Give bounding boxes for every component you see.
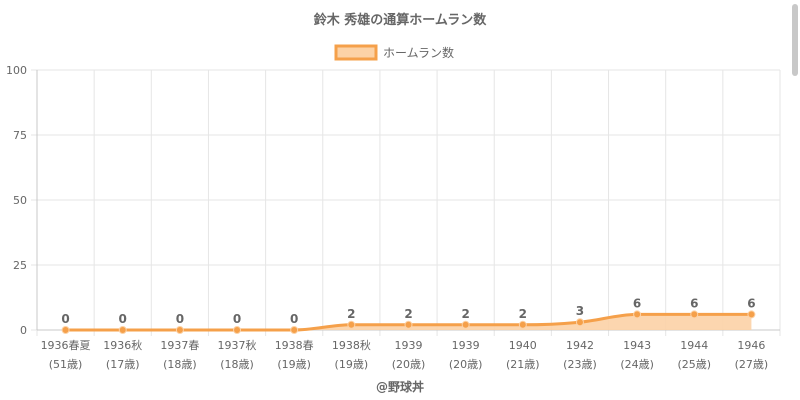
x-tick-sublabel: (23歳) — [563, 358, 597, 371]
data-label: 3 — [576, 304, 584, 318]
x-tick-sublabel: (18歳) — [220, 358, 254, 371]
x-tick-label: 1937秋 — [218, 338, 257, 352]
data-point — [690, 310, 699, 319]
data-point — [175, 326, 184, 334]
data-point — [404, 320, 413, 329]
data-label: 0 — [233, 312, 241, 326]
x-tick-sublabel: (25歳) — [677, 358, 711, 371]
x-tick-sublabel: (19歳) — [277, 358, 311, 371]
x-tick-label: 1938春 — [275, 339, 314, 352]
data-label: 2 — [519, 307, 527, 321]
data-label: 2 — [461, 307, 469, 321]
y-tick-label: 100 — [6, 64, 27, 77]
footer-credit: @野球丼 — [376, 379, 424, 394]
x-tick-label: 1940 — [509, 339, 537, 352]
data-label: 6 — [690, 296, 698, 310]
data-label: 0 — [176, 312, 184, 326]
x-tick-label: 1942 — [566, 339, 594, 352]
data-label: 0 — [61, 312, 69, 326]
data-label: 6 — [633, 296, 641, 310]
data-point — [518, 320, 527, 329]
x-tick-sublabel: (20歳) — [392, 358, 426, 371]
data-point — [290, 326, 299, 334]
y-tick-label: 50 — [13, 194, 27, 207]
x-tick-sublabel: (19歳) — [335, 358, 369, 371]
x-tick-label: 1944 — [680, 339, 708, 352]
chart-title: 鈴木 秀雄の通算ホームラン数 — [314, 12, 487, 28]
x-tick-label: 1939 — [452, 339, 480, 352]
x-tick-label: 1936春夏 — [41, 339, 91, 352]
data-point — [747, 310, 756, 319]
y-tick-label: 75 — [13, 129, 27, 142]
x-tick-sublabel: (21歳) — [506, 358, 540, 371]
legend-label: ホームラン数 — [383, 45, 454, 60]
data-point — [461, 320, 470, 329]
legend-swatch — [334, 44, 378, 61]
data-point — [233, 326, 242, 334]
x-tick-sublabel: (27歳) — [735, 358, 769, 371]
data-label: 2 — [347, 307, 355, 321]
x-tick-label: 1939 — [395, 339, 423, 352]
data-point — [118, 326, 127, 334]
data-label: 0 — [290, 312, 298, 326]
data-label: 2 — [404, 307, 412, 321]
y-tick-label: 0 — [20, 324, 27, 337]
x-tick-label: 1946 — [737, 339, 765, 352]
x-tick-sublabel: (18歳) — [163, 358, 197, 371]
legend[interactable]: ホームラン数 — [334, 44, 454, 61]
x-tick-label: 1936秋 — [103, 338, 142, 352]
x-tick-sublabel: (24歳) — [620, 358, 654, 371]
y-tick-label: 25 — [13, 259, 27, 272]
data-label: 6 — [747, 296, 755, 310]
x-tick-label: 1943 — [623, 339, 651, 352]
x-tick-label: 1937春 — [160, 339, 199, 352]
data-point — [633, 310, 642, 319]
data-point — [347, 320, 356, 329]
x-tick-sublabel: (20歳) — [449, 358, 483, 371]
data-point — [61, 326, 70, 334]
scrollbar[interactable] — [792, 4, 798, 76]
x-tick-sublabel: (17歳) — [106, 358, 140, 371]
x-tick-sublabel: (51歳) — [49, 358, 83, 371]
data-point — [575, 318, 584, 327]
x-tick-label: 1938秋 — [332, 338, 371, 352]
data-label: 0 — [119, 312, 127, 326]
